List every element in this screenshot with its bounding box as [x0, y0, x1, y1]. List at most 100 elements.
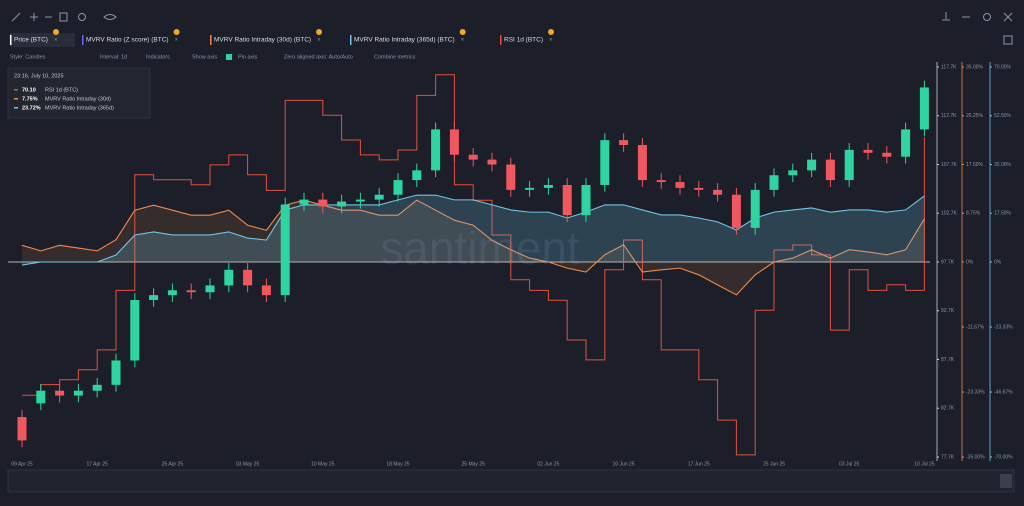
toolbar-right — [942, 12, 1013, 45]
candle-body — [844, 149, 854, 181]
candle-body — [374, 194, 384, 200]
option[interactable]: Interval: 1d — [100, 54, 127, 60]
candle-body — [186, 290, 196, 293]
candle-body — [431, 129, 441, 171]
candle-body — [731, 194, 741, 228]
icon-emoji[interactable] — [78, 13, 86, 21]
candle-body — [130, 300, 140, 361]
tab-color — [10, 35, 12, 45]
y-tick-label: 117.7K — [941, 64, 957, 70]
x-tick-label: 03 Jul 25 — [839, 461, 860, 467]
candle-body — [581, 184, 591, 216]
tooltip-date: 23:16, July 10, 2025 — [14, 73, 64, 79]
y-tick-label: 70.00% — [994, 64, 1012, 70]
option[interactable]: Zero aligned axis: Auto/Auto — [284, 54, 353, 60]
y-tick-label: -35.00% — [966, 454, 985, 460]
icon-settings[interactable] — [983, 13, 991, 21]
tab-settings[interactable] — [52, 29, 59, 35]
candle-body — [825, 159, 835, 181]
toolbar-left — [11, 12, 117, 22]
candle-body — [92, 384, 102, 391]
y-tick-label: -70.00% — [994, 454, 1013, 460]
tab-close[interactable]: × — [175, 38, 179, 44]
option[interactable]: Show axis — [192, 54, 217, 60]
icon-cross[interactable] — [30, 13, 38, 21]
tab-close[interactable]: × — [461, 38, 465, 44]
candle-body — [412, 170, 422, 181]
area — [22, 200, 925, 295]
tab-color — [350, 35, 352, 45]
tab-label[interactable]: MVRV Ratio Intraday (365d) (BTC) — [354, 37, 455, 44]
candle-body — [637, 145, 647, 181]
tooltip-box — [7, 67, 151, 119]
candle-body — [224, 269, 234, 286]
option[interactable]: Combine metrics — [374, 54, 416, 60]
tab-close[interactable]: × — [54, 38, 58, 44]
x-tick-label: 10 Jul 25 — [914, 461, 935, 467]
candle-body — [863, 149, 873, 153]
icon-note[interactable] — [59, 12, 68, 22]
candle-body — [656, 180, 666, 183]
candle-body — [205, 285, 215, 293]
candle-body — [468, 154, 478, 160]
option[interactable]: Indicators — [146, 54, 170, 60]
candle-body — [149, 295, 159, 301]
icon-download[interactable] — [942, 12, 950, 21]
option[interactable]: Style: Candles — [10, 54, 46, 60]
tab-color — [82, 35, 84, 45]
tab-settings[interactable] — [548, 29, 555, 35]
icon-expand[interactable] — [1003, 35, 1013, 45]
tab-settings[interactable] — [459, 29, 466, 35]
tab-color — [210, 35, 212, 45]
icon-eye[interactable] — [103, 14, 117, 20]
candle-body — [525, 187, 535, 190]
candle-body — [506, 164, 516, 190]
y-tick-label: 77.7K — [941, 454, 955, 460]
candle-body — [750, 189, 760, 228]
candle-body — [619, 140, 629, 145]
y-tick-label: 92.7K — [941, 308, 955, 314]
tab-close[interactable]: × — [549, 38, 553, 44]
option[interactable]: Pin axis — [238, 54, 258, 60]
tooltip-value: 70.10 — [22, 87, 36, 93]
y-tick-label: 0% — [966, 259, 974, 265]
area — [22, 195, 925, 266]
tab-settings[interactable] — [316, 29, 323, 35]
icon-close[interactable] — [1003, 12, 1013, 22]
checkbox[interactable] — [226, 54, 232, 60]
y-tick-label: -46.67% — [994, 389, 1013, 395]
y-tick-label: 17.50% — [966, 162, 984, 168]
candle-body — [167, 290, 177, 296]
tab-label[interactable]: RSI 1d (BTC) — [504, 37, 543, 44]
y-tick-label: 87.7K — [941, 357, 955, 363]
y-tick-label: 35.00% — [994, 162, 1012, 168]
y-tick-label: 102.7K — [941, 211, 958, 217]
x-tick-label: 03 May 25 — [236, 461, 260, 467]
x-tick-label: 18 May 25 — [386, 461, 410, 467]
tooltip-rows: 70.10 RSI 1d (BTC) 7.75% MVRV Ratio Intrada… — [14, 87, 114, 111]
tooltip-value: 7.75% — [22, 96, 38, 102]
tab-settings[interactable] — [173, 29, 180, 35]
y-tick-label: 82.7K — [941, 406, 955, 412]
navigator[interactable] — [7, 469, 1015, 493]
tab-label[interactable]: MVRV Ratio (Z score) (BTC) — [86, 37, 169, 44]
y-tick-label: -23.33% — [994, 324, 1013, 330]
candle-body — [73, 390, 83, 396]
metric-tabs: Price (BTC) × MVRV Ratio (Z score) (BTC) × M… — [9, 29, 555, 47]
tab-label[interactable]: Price (BTC) — [14, 37, 48, 44]
tab-close[interactable]: × — [317, 38, 321, 44]
navigator-handle[interactable] — [1000, 474, 1012, 488]
tab-active-bg — [9, 33, 75, 47]
x-tick-label: 09 Apr 25 — [11, 461, 33, 467]
candle-body — [713, 189, 723, 195]
candle-body — [111, 360, 121, 385]
tooltip-swatch — [14, 107, 18, 109]
candle-body — [393, 180, 403, 195]
candle-body — [55, 390, 65, 396]
tab-label[interactable]: MVRV Ratio Intraday (30d) (BTC) — [214, 37, 311, 44]
icon-line[interactable] — [11, 12, 21, 22]
candle-body — [694, 187, 704, 190]
y-tick-label: 107.7K — [941, 162, 958, 168]
y-tick-label: -23.33% — [966, 389, 985, 395]
y-tick-label: -11.67% — [966, 324, 985, 330]
